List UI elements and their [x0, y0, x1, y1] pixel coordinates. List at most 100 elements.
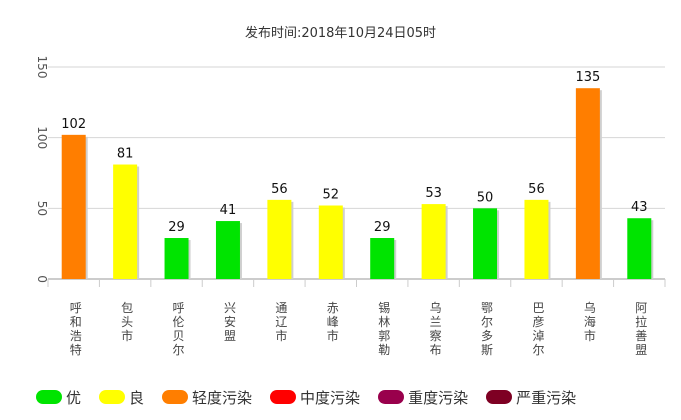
svg-text:兰: 兰	[430, 315, 442, 329]
svg-text:辽: 辽	[275, 315, 287, 329]
svg-text:包: 包	[121, 301, 133, 315]
bar[interactable]	[113, 164, 138, 279]
bar[interactable]	[473, 208, 498, 279]
legend-item[interactable]: 严重污染	[486, 387, 576, 408]
legend-item[interactable]: 中度污染	[270, 387, 360, 408]
bar-value-label: 41	[220, 203, 237, 218]
svg-text:伦: 伦	[173, 314, 185, 329]
bar[interactable]	[575, 88, 600, 279]
svg-text:通: 通	[275, 301, 287, 315]
legend-swatch	[378, 390, 405, 404]
x-tick-label: 通辽市	[275, 301, 287, 343]
legend-label: 优	[66, 388, 82, 407]
svg-text:市: 市	[275, 328, 287, 343]
legend-swatch	[99, 390, 126, 404]
legend-label: 良	[129, 388, 145, 407]
legend-swatch	[36, 390, 62, 404]
svg-text:鄂: 鄂	[481, 301, 493, 315]
bar-value-label: 53	[425, 186, 442, 201]
bar[interactable]	[318, 205, 343, 279]
svg-text:善: 善	[635, 328, 647, 343]
bar-value-label: 29	[168, 220, 185, 235]
svg-text:盟: 盟	[635, 343, 647, 357]
bar-value-label: 43	[631, 200, 648, 215]
bar-value-label: 56	[271, 182, 288, 197]
legend-label: 中度污染	[300, 388, 361, 407]
legend-item[interactable]: 轻度污染	[162, 387, 252, 408]
y-tick-label: 50	[35, 201, 49, 216]
legend-item[interactable]: 优	[36, 387, 81, 408]
legend-swatch	[270, 390, 297, 404]
bar[interactable]	[627, 218, 652, 279]
legend-swatch	[486, 390, 513, 404]
svg-text:浩: 浩	[70, 329, 82, 343]
bar-value-label: 52	[323, 188, 340, 203]
svg-text:峰: 峰	[327, 315, 339, 329]
bar-value-label: 135	[575, 70, 600, 85]
bar[interactable]	[267, 199, 292, 279]
y-tick-label: 0	[35, 275, 49, 283]
svg-text:察: 察	[430, 329, 442, 343]
svg-text:安: 安	[224, 314, 236, 329]
y-tick-label: 100	[35, 126, 49, 149]
x-tick-label: 乌海市	[584, 300, 596, 343]
bar[interactable]	[421, 204, 446, 279]
svg-text:尔: 尔	[532, 342, 544, 357]
svg-text:盟: 盟	[224, 329, 236, 343]
x-tick-label: 包头市	[121, 301, 133, 343]
svg-text:拉: 拉	[635, 314, 647, 329]
svg-text:赤: 赤	[327, 301, 339, 315]
bar[interactable]	[370, 238, 395, 279]
legend-item[interactable]: 良	[99, 387, 144, 408]
svg-text:兴: 兴	[224, 301, 236, 315]
svg-text:多: 多	[481, 329, 493, 343]
y-tick-label: 150	[35, 56, 49, 79]
bar-value-label: 56	[528, 182, 545, 197]
svg-text:贝: 贝	[173, 329, 185, 343]
bar-value-label: 81	[117, 147, 134, 162]
svg-text:郭: 郭	[378, 329, 390, 343]
legend-label: 重度污染	[408, 388, 469, 407]
legend-swatch	[162, 390, 189, 404]
svg-text:尔: 尔	[173, 342, 185, 357]
svg-text:市: 市	[327, 328, 339, 343]
svg-text:阿: 阿	[635, 301, 647, 315]
bar-value-label: 102	[61, 117, 86, 132]
svg-text:呼: 呼	[70, 301, 82, 315]
legend-label: 轻度污染	[192, 388, 253, 407]
svg-text:呼: 呼	[173, 301, 185, 315]
svg-text:市: 市	[121, 328, 133, 343]
svg-text:特: 特	[70, 342, 82, 357]
svg-text:斯: 斯	[481, 343, 493, 357]
svg-text:市: 市	[584, 328, 596, 343]
legend-label: 严重污染	[516, 388, 577, 407]
svg-text:布: 布	[430, 343, 442, 357]
svg-text:海: 海	[584, 314, 596, 329]
svg-text:和: 和	[70, 315, 82, 329]
bar[interactable]	[61, 134, 86, 279]
svg-text:勒: 勒	[378, 343, 390, 357]
svg-text:林: 林	[378, 315, 390, 329]
bar-value-label: 50	[477, 190, 494, 205]
chart-subtitle: 发布时间:2018年10月24日05时	[244, 26, 437, 41]
bar[interactable]	[164, 238, 189, 279]
chart-legend: 优 良 轻度污染 中度污染 重度污染 严重污染	[36, 386, 594, 408]
legend-item[interactable]: 重度污染	[378, 387, 468, 408]
svg-text:巴: 巴	[532, 301, 544, 315]
svg-text:头: 头	[121, 315, 133, 329]
x-tick-label: 兴安盟	[224, 301, 236, 343]
bar[interactable]	[215, 221, 240, 279]
x-tick-label: 赤峰市	[327, 301, 339, 343]
svg-text:乌: 乌	[430, 300, 442, 315]
bar[interactable]	[524, 199, 549, 279]
svg-text:锡: 锡	[378, 300, 390, 315]
bar-value-label: 29	[374, 220, 391, 235]
svg-text:尔: 尔	[481, 314, 493, 329]
